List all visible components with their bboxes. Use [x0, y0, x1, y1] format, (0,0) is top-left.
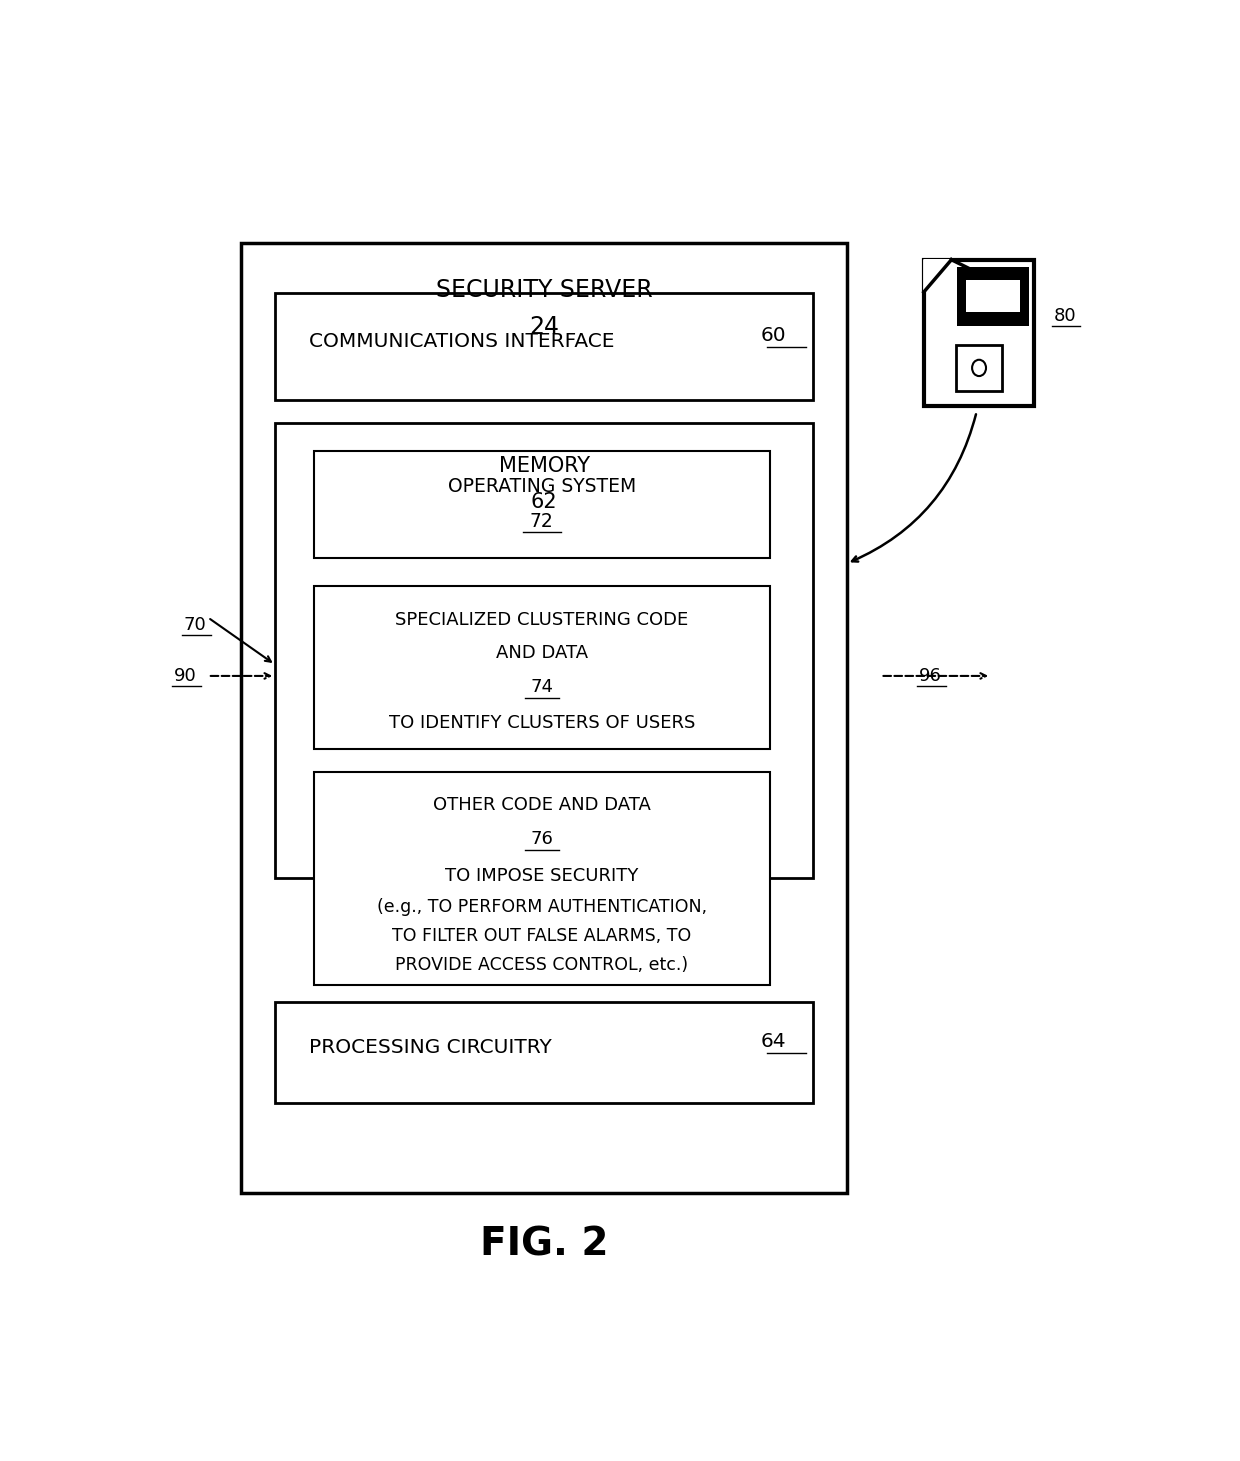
Text: PROVIDE ACCESS CONTROL, etc.): PROVIDE ACCESS CONTROL, etc.)	[396, 955, 688, 974]
Text: AND DATA: AND DATA	[496, 644, 588, 662]
FancyBboxPatch shape	[966, 281, 1019, 313]
Text: 74: 74	[531, 678, 553, 697]
Text: 90: 90	[174, 666, 197, 685]
FancyBboxPatch shape	[957, 267, 1029, 326]
FancyBboxPatch shape	[924, 260, 1034, 406]
Text: SPECIALIZED CLUSTERING CODE: SPECIALIZED CLUSTERING CODE	[396, 611, 688, 628]
FancyBboxPatch shape	[314, 771, 770, 985]
Text: 70: 70	[184, 617, 207, 634]
FancyBboxPatch shape	[275, 1002, 813, 1103]
Polygon shape	[924, 260, 951, 292]
Text: TO FILTER OUT FALSE ALARMS, TO: TO FILTER OUT FALSE ALARMS, TO	[392, 926, 692, 945]
FancyBboxPatch shape	[314, 451, 770, 558]
FancyBboxPatch shape	[956, 345, 1002, 392]
Text: 64: 64	[761, 1031, 786, 1050]
Text: PROCESSING CIRCUITRY: PROCESSING CIRCUITRY	[309, 1037, 552, 1056]
Text: 76: 76	[531, 830, 553, 847]
Text: TO IMPOSE SECURITY: TO IMPOSE SECURITY	[445, 868, 639, 885]
FancyBboxPatch shape	[314, 586, 770, 749]
Text: 24: 24	[529, 316, 559, 339]
Text: 80: 80	[1054, 307, 1076, 324]
Text: 72: 72	[529, 511, 554, 530]
FancyBboxPatch shape	[275, 422, 813, 878]
Text: (e.g., TO PERFORM AUTHENTICATION,: (e.g., TO PERFORM AUTHENTICATION,	[377, 897, 707, 916]
Text: OPERATING SYSTEM: OPERATING SYSTEM	[448, 476, 636, 495]
Text: TO IDENTIFY CLUSTERS OF USERS: TO IDENTIFY CLUSTERS OF USERS	[388, 714, 694, 732]
Text: COMMUNICATIONS INTERFACE: COMMUNICATIONS INTERFACE	[309, 332, 614, 351]
Text: OTHER CODE AND DATA: OTHER CODE AND DATA	[433, 796, 651, 814]
Text: SECURITY SERVER: SECURITY SERVER	[435, 278, 652, 302]
FancyBboxPatch shape	[242, 243, 847, 1194]
Text: 96: 96	[919, 666, 942, 685]
Text: 62: 62	[531, 491, 558, 511]
Text: FIG. 2: FIG. 2	[480, 1224, 609, 1264]
FancyBboxPatch shape	[275, 294, 813, 400]
Text: 60: 60	[761, 326, 786, 345]
Text: MEMORY: MEMORY	[498, 456, 590, 476]
